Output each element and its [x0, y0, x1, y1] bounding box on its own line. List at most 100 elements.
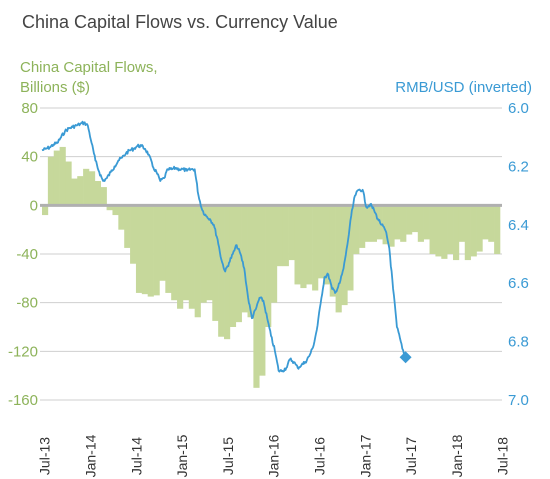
flow-bar — [347, 205, 354, 291]
flow-bar — [312, 205, 319, 291]
flow-bar — [476, 205, 483, 252]
flow-bar — [241, 205, 248, 313]
flow-bar — [165, 205, 172, 293]
flow-bar — [370, 205, 377, 242]
flow-bar — [453, 205, 460, 261]
flow-bar — [118, 205, 125, 230]
right-tick-label: 6.6 — [508, 275, 529, 292]
flow-bar — [488, 205, 495, 242]
flow-bar — [94, 181, 102, 206]
flow-bar — [206, 205, 213, 301]
flow-bar — [212, 205, 219, 321]
flow-bar — [47, 156, 55, 206]
flow-bar — [159, 205, 166, 281]
flow-bar — [112, 205, 119, 216]
flow-bar — [359, 205, 366, 248]
left-tick-label: -80 — [16, 295, 38, 312]
right-tick-label: 6.4 — [508, 217, 529, 234]
flow-bar — [294, 205, 301, 285]
flow-bar — [282, 205, 289, 267]
flow-bar — [317, 205, 325, 279]
flow-bar — [188, 205, 195, 309]
flow-bar — [388, 205, 395, 247]
left-tick-label: -120 — [8, 343, 38, 360]
flow-bar — [482, 205, 489, 240]
flow-bar — [53, 150, 60, 206]
flow-bar — [171, 205, 178, 301]
x-tick-label: Jan-18 — [449, 434, 465, 477]
flow-bar — [106, 205, 113, 211]
flow-bar — [423, 205, 430, 240]
left-tick-label: -40 — [16, 246, 38, 263]
x-tick-label: Jan-14 — [83, 434, 99, 477]
flow-bar — [494, 205, 501, 254]
x-tick-label: Jul-17 — [403, 437, 419, 475]
left-tick-label: 40 — [21, 149, 38, 166]
flow-bar — [435, 205, 442, 257]
flow-bar — [88, 171, 96, 206]
flow-bar — [271, 205, 278, 303]
flow-bar — [441, 205, 448, 259]
x-axis-ticks: Jul-13 Jan-14 Jul-14 Jan-15 Jul-15 Jan-16 Jul-… — [37, 434, 511, 477]
flow-bar — [265, 205, 272, 327]
flow-bar — [429, 205, 436, 254]
flow-bar — [406, 205, 413, 235]
x-tick-label: Jul-13 — [37, 437, 53, 475]
flow-bar — [71, 178, 78, 206]
flow-bar — [100, 187, 107, 206]
right-tick-label: 6.2 — [508, 158, 529, 175]
right-tick-label: 6.0 — [508, 100, 529, 117]
flow-bar — [42, 205, 49, 216]
x-tick-label: Jul-18 — [495, 437, 511, 475]
flow-bar — [306, 205, 313, 285]
flow-bar — [141, 205, 148, 295]
rmb-end-marker — [399, 351, 412, 364]
flow-bar — [235, 205, 242, 323]
flow-bar — [394, 205, 401, 240]
flow-bar — [130, 205, 137, 264]
flow-bar — [200, 205, 207, 303]
rmb-line-group — [41, 120, 412, 373]
flow-bar — [335, 205, 342, 313]
flow-bar — [458, 205, 466, 242]
flow-bar — [153, 205, 160, 296]
flow-bar — [147, 205, 154, 297]
flow-bar — [353, 205, 360, 254]
flow-bar — [135, 205, 143, 293]
left-axis-title-line1: China Capital Flows, — [20, 59, 158, 76]
flow-bar — [341, 205, 348, 306]
capital-flow-bars — [42, 146, 501, 388]
flow-bar — [229, 205, 237, 327]
flow-bar — [276, 205, 284, 267]
right-axis-ticks: 6.0 6.2 6.4 6.6 6.8 7.0 — [508, 100, 529, 409]
left-tick-label: 0 — [30, 197, 38, 214]
right-axis-title: RMB/USD (inverted) — [395, 79, 532, 96]
flow-bar — [329, 205, 336, 297]
flow-bar — [470, 205, 477, 257]
flow-bar — [177, 205, 184, 309]
flow-bar — [253, 205, 260, 388]
x-tick-label: Jan-16 — [266, 434, 282, 477]
left-tick-label: 80 — [21, 100, 38, 117]
left-axis-ticks: 80 40 0 -40 -80 -120 -160 — [8, 100, 38, 409]
flow-bar — [224, 205, 231, 340]
flow-bar — [288, 205, 295, 261]
chart-title: China Capital Flows vs. Currency Value — [22, 12, 338, 32]
rmb-line — [41, 120, 406, 373]
flow-bar — [447, 205, 454, 254]
flow-bar — [464, 205, 471, 261]
x-tick-label: Jan-15 — [174, 434, 190, 477]
flow-bar — [124, 205, 131, 248]
flow-bar — [382, 205, 389, 245]
right-tick-label: 6.8 — [508, 334, 529, 351]
flow-bar — [247, 205, 254, 318]
flow-bar — [400, 205, 407, 242]
right-tick-label: 7.0 — [508, 392, 529, 409]
flow-bar — [59, 146, 66, 206]
flow-bar — [259, 205, 266, 376]
flow-bar — [323, 205, 331, 285]
flow-bar — [218, 205, 225, 337]
x-tick-label: Jul-15 — [220, 437, 236, 475]
